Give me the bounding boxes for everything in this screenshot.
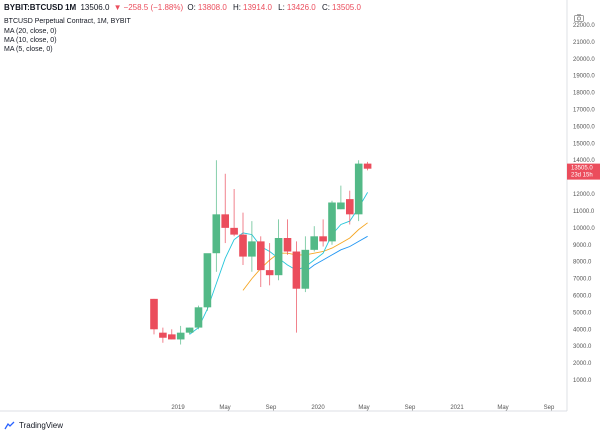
low-value: 13426.0 — [286, 3, 316, 12]
x-tick-label: 2021 — [450, 405, 464, 411]
candle-body — [194, 307, 203, 328]
candle-body — [159, 332, 167, 338]
y-tick-label: 10000.0 — [573, 226, 595, 232]
candle-body — [292, 251, 301, 289]
candles-layer[interactable] — [150, 160, 372, 345]
tradingview-logo-icon — [4, 421, 15, 430]
y-tick-label: 7000.0 — [573, 277, 592, 283]
x-tick-label: Sep — [405, 405, 416, 411]
y-tick-label: 1000.0 — [573, 378, 592, 384]
candle-body — [248, 241, 256, 257]
candle-body — [274, 238, 283, 276]
y-tick-label: 21000.0 — [573, 40, 595, 46]
high-label: H: — [233, 3, 241, 12]
y-tick-label: 8000.0 — [573, 260, 592, 266]
open-value: 13808.0 — [197, 3, 227, 12]
y-tick-label: 12000.0 — [573, 192, 595, 198]
candle-body — [212, 214, 221, 254]
candle-body — [185, 327, 194, 333]
x-tick-label: Sep — [266, 405, 277, 411]
y-tick-label: 11000.0 — [573, 209, 595, 215]
y-tick-label: 3000.0 — [573, 344, 592, 350]
candle-body — [265, 270, 274, 276]
candle-body — [346, 199, 354, 215]
price-change: −258.5 (−1.88%) — [123, 3, 184, 12]
candle-body — [176, 332, 185, 340]
x-tick-label: 2019 — [171, 405, 185, 411]
x-tick-label: 2020 — [311, 405, 325, 411]
candle-body — [230, 227, 238, 235]
ma10-legend[interactable]: MA (10, close, 0) — [4, 37, 57, 44]
symbol-header: BYBIT:BTCUSD 1M 13506.0 ▼ −258.5 (−1.88%) … — [4, 3, 363, 13]
candle-body — [328, 202, 336, 242]
interval[interactable]: 1M — [65, 3, 77, 12]
chart-title-line: BTCUSD Perpetual Contract, 1M, BYBIT — [4, 18, 131, 25]
candle-body — [337, 202, 345, 210]
candle-body — [363, 163, 372, 169]
candle-body — [239, 234, 247, 257]
y-tick-label: 14000.0 — [573, 158, 595, 164]
candle-body — [168, 334, 176, 340]
candle-body — [221, 214, 229, 228]
brand-name: TradingView — [19, 421, 64, 430]
x-axis-ticks: 2019 May Sep 2020 May Sep 2021 May Sep — [171, 405, 555, 411]
price-tag-countdown: 23d 15h — [571, 173, 593, 179]
candle-body — [319, 236, 327, 242]
x-tick-label: May — [358, 405, 369, 411]
y-tick-label: 22000.0 — [573, 23, 595, 29]
y-tick-label: 19000.0 — [573, 74, 595, 80]
candle-body — [310, 236, 318, 250]
y-tick-label: 2000.0 — [573, 361, 592, 367]
branding[interactable]: TradingView — [4, 421, 63, 430]
change-arrow-icon: ▼ — [113, 3, 122, 12]
ma10-series — [305, 235, 368, 273]
ma5-legend[interactable]: MA (5, close, 0) — [4, 46, 53, 53]
y-tick-label: 5000.0 — [573, 310, 592, 316]
close-value: 13505.0 — [331, 3, 361, 12]
open-label: O: — [187, 3, 196, 12]
y-tick-label: 9000.0 — [573, 243, 592, 249]
ma20-legend[interactable]: MA (20, close, 0) — [4, 28, 57, 35]
candle-body — [203, 253, 212, 308]
y-tick-label: 18000.0 — [573, 91, 595, 97]
y-tick-label: 16000.0 — [573, 124, 595, 130]
candle-body — [301, 249, 310, 289]
y-tick-label: 17000.0 — [573, 108, 595, 114]
price-tag-value: 13505.0 — [571, 166, 593, 172]
last-price: 13506.0 — [80, 3, 110, 12]
camera-icon[interactable] — [574, 14, 584, 22]
candle-body — [257, 241, 265, 271]
y-tick-label: 4000.0 — [573, 327, 592, 333]
y-tick-label: 15000.0 — [573, 141, 595, 147]
x-tick-label: May — [497, 405, 508, 411]
symbol-name[interactable]: BYBIT:BTCUSD — [4, 3, 64, 12]
low-label: L: — [278, 3, 285, 12]
price-tag-bg — [567, 163, 600, 180]
candle-body — [354, 163, 363, 215]
y-tick-label: 6000.0 — [573, 293, 592, 299]
candle-body — [283, 238, 292, 252]
y-tick-label: 20000.0 — [573, 57, 595, 63]
ma10-line — [305, 235, 368, 273]
close-label: C: — [321, 3, 330, 12]
x-tick-label: Sep — [544, 405, 555, 411]
y-axis-ticks: 1000.0 2000.0 3000.0 4000.0 5000.0 6000.0 7000… — [573, 23, 595, 384]
x-tick-label: May — [219, 405, 230, 411]
candle-body — [150, 298, 158, 330]
high-value: 13914.0 — [243, 3, 272, 12]
